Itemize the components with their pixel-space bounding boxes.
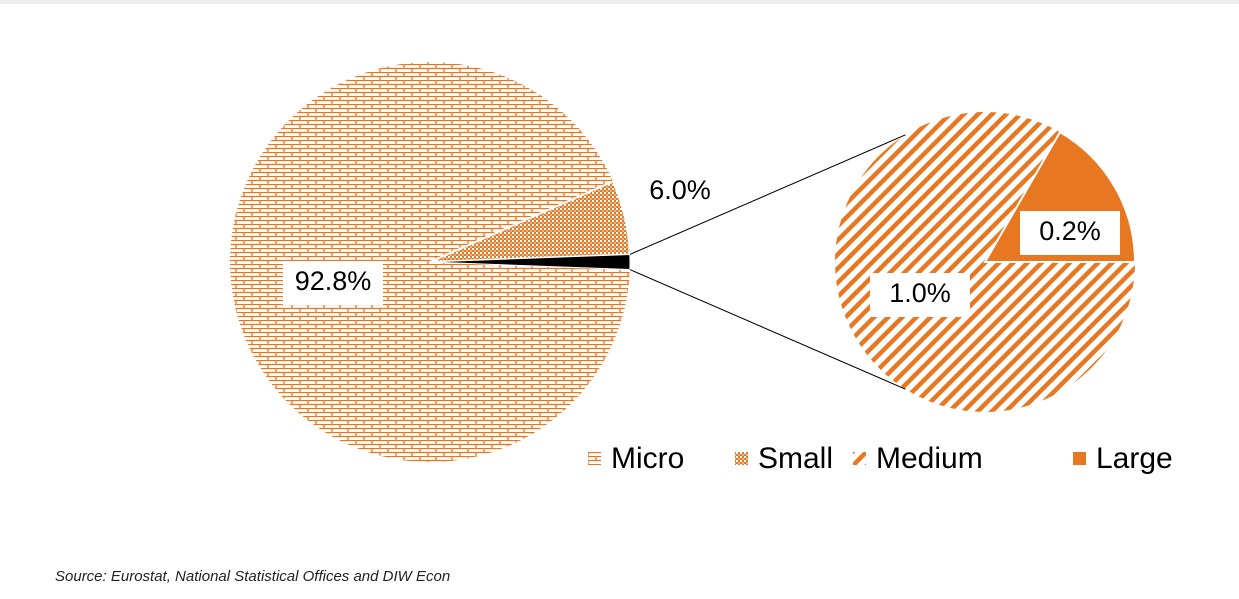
connector bbox=[629, 269, 906, 390]
label-box bbox=[870, 273, 970, 317]
legend-swatch bbox=[1073, 452, 1086, 465]
legend-label: Micro bbox=[611, 442, 684, 475]
legend-label: Large bbox=[1096, 442, 1173, 475]
data-label: 0.2% bbox=[1039, 216, 1101, 246]
label-box bbox=[1020, 211, 1120, 255]
data-label: 1.0% bbox=[889, 278, 951, 308]
connector bbox=[629, 134, 906, 255]
legend-label: Medium bbox=[876, 442, 983, 475]
top-border bbox=[0, 0, 1239, 4]
legend-swatch bbox=[735, 452, 748, 465]
legend-label: Small bbox=[758, 442, 833, 475]
legend-swatch bbox=[588, 452, 601, 465]
source: Source: Eurostat, National Statistical O… bbox=[55, 568, 450, 585]
data-label: 92.8% bbox=[295, 266, 372, 296]
data-label: 6.0% bbox=[649, 175, 711, 205]
pie-slice-other bbox=[429, 253, 631, 271]
legend-swatch bbox=[853, 452, 866, 465]
label-box bbox=[283, 261, 383, 305]
